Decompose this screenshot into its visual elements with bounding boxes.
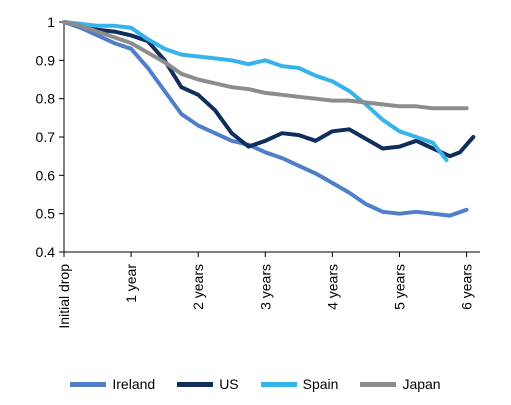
series-line-spain	[62, 20, 449, 162]
legend-swatch-japan	[360, 381, 397, 387]
x-tick-label: 1 year	[123, 264, 139, 303]
legend-swatch-spain	[260, 381, 297, 387]
legend-item-ireland: Ireland	[70, 376, 155, 392]
x-axis: Initial drop 1 year 2 years 3 years 4 years 5…	[56, 251, 480, 329]
y-axis: 0.4 0.5 0.6 0.7 0.8 0.9 1	[36, 14, 65, 260]
x-tick-label: Initial drop	[56, 264, 72, 329]
legend: Ireland US Spain Japan	[0, 372, 511, 396]
y-tick-label: 0.6	[36, 167, 56, 183]
legend-label-us: US	[219, 376, 239, 392]
legend-item-us: US	[177, 376, 239, 392]
legend-label-ireland: Ireland	[112, 376, 156, 392]
legend-swatch-ireland	[70, 381, 107, 387]
series-line-japan	[62, 20, 469, 111]
x-tick-label: 3 years	[257, 264, 273, 310]
legend-item-japan: Japan	[360, 376, 441, 392]
y-tick-label: 0.4	[36, 244, 56, 260]
y-tick-label: 0.7	[36, 129, 56, 145]
x-tick-label: 6 years	[459, 264, 475, 310]
legend-item-spain: Spain	[260, 376, 339, 392]
x-tick-label: 4 years	[324, 264, 340, 310]
y-tick-label: 1	[47, 14, 55, 30]
x-tick-label: 2 years	[190, 264, 206, 310]
legend-label-japan: Japan	[402, 376, 441, 392]
y-tick-label: 0.5	[36, 206, 56, 222]
series-line-ireland	[62, 20, 469, 218]
legend-label-spain: Spain	[302, 376, 339, 392]
y-tick-label: 0.9	[36, 52, 56, 68]
x-tick-label: 5 years	[391, 264, 407, 310]
series-lines	[62, 20, 476, 218]
y-tick-label: 0.8	[36, 91, 56, 107]
series-line-us	[62, 20, 476, 159]
legend-swatch-us	[177, 381, 214, 387]
